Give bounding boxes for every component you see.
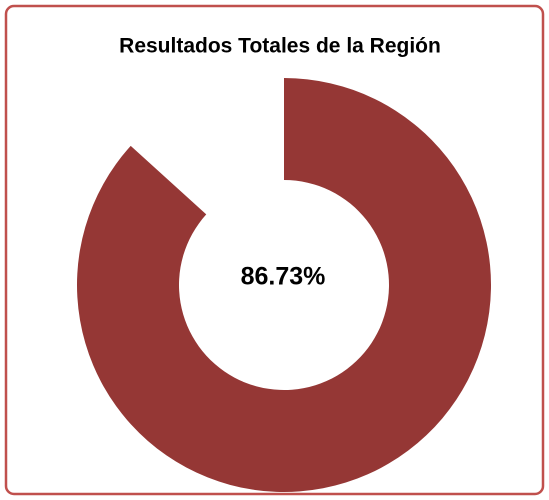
donut-segment xyxy=(77,78,492,492)
chart-title: Resultados Totales de la Región xyxy=(119,35,441,58)
center-label: 86.73% xyxy=(241,263,326,291)
